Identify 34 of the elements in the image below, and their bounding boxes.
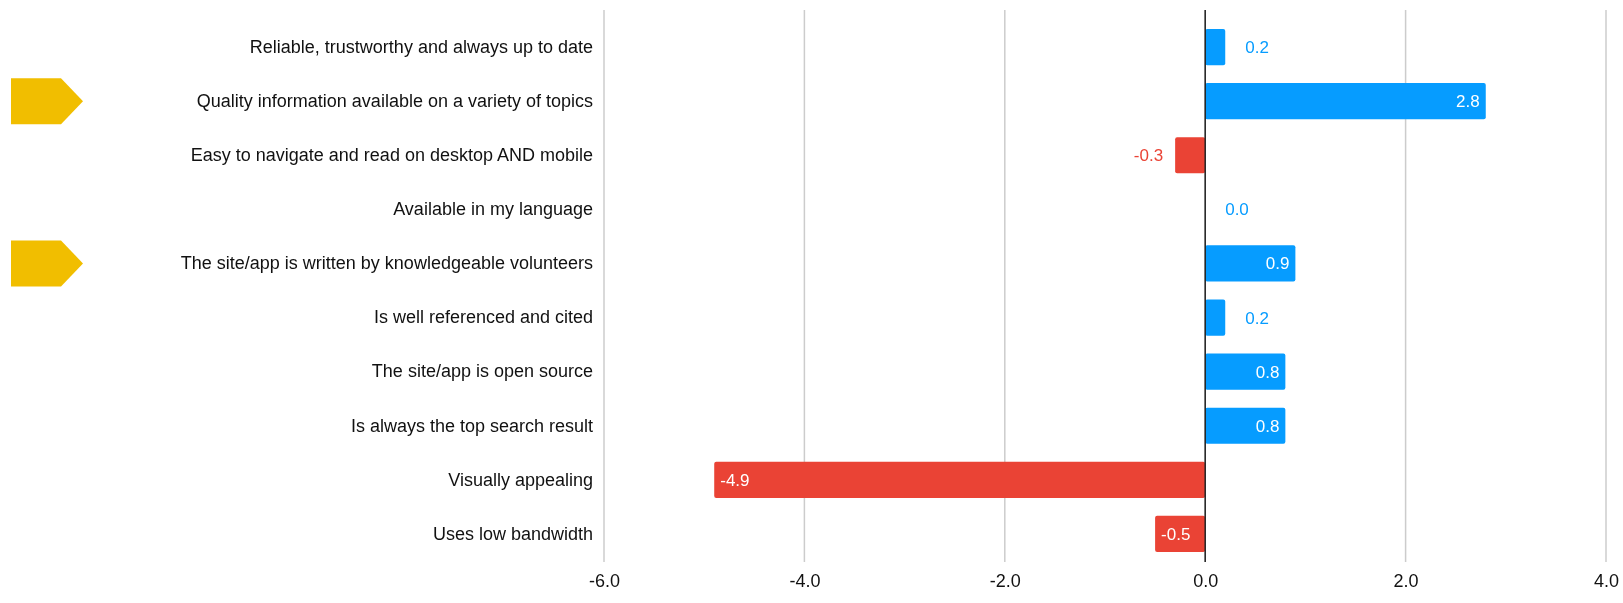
bar <box>1205 353 1286 390</box>
data-label: -0.3 <box>1133 146 1164 166</box>
bar <box>714 461 1206 498</box>
data-label: -4.9 <box>720 470 750 490</box>
y-tick-label: Easy to navigate and read on desktop AND mobile <box>190 145 593 166</box>
y-tick-label: Visually appealing <box>448 469 593 490</box>
data-label: 0.8 <box>1255 362 1280 382</box>
y-tick-label: Reliable, trustworthy and always up to date <box>249 36 593 57</box>
x-tick-label: -2.0 <box>989 570 1021 591</box>
bar <box>1205 83 1486 120</box>
data-label: 0.0 <box>1225 200 1249 220</box>
data-label: -0.5 <box>1161 524 1191 544</box>
data-label: 0.8 <box>1255 416 1280 436</box>
bar <box>1205 407 1286 444</box>
x-tick-label: 2.0 <box>1393 570 1419 591</box>
data-label: 0.2 <box>1245 308 1269 328</box>
x-tick-label: 0.0 <box>1193 570 1219 591</box>
y-tick-label: Available in my language <box>393 199 593 220</box>
bar <box>1205 28 1226 66</box>
y-tick-label: Quality information available on a variety of topics <box>196 90 593 111</box>
data-label: 0.2 <box>1245 38 1269 57</box>
bar <box>1205 245 1296 282</box>
y-tick-label: Uses low bandwidth <box>432 523 593 544</box>
y-tick-label: The site/app is open source <box>371 361 593 382</box>
data-label: 0.9 <box>1265 254 1290 274</box>
x-tick-label: -4.0 <box>789 570 821 591</box>
data-label: 2.8 <box>1456 92 1480 112</box>
y-tick-label: Is always the top search result <box>350 415 593 436</box>
x-tick-label: -6.0 <box>588 570 621 591</box>
bar <box>1205 299 1226 336</box>
y-tick-label: Is well referenced and cited <box>373 307 593 328</box>
x-tick-label: 4.0 <box>1593 570 1620 591</box>
bar <box>1175 137 1206 174</box>
y-tick-label: The site/app is written by knowledgeable volunteers <box>180 253 593 274</box>
